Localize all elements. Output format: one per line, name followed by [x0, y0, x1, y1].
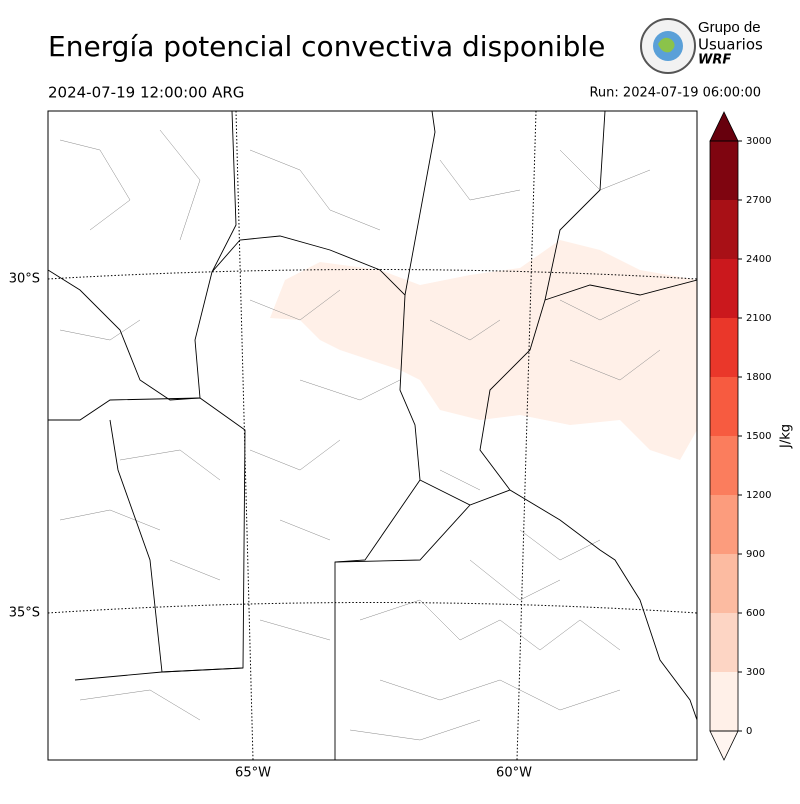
- valid-time: 2024-07-19 12:00:00 ARG: [48, 84, 244, 102]
- title: Energía potencial convectiva disponible: [48, 30, 605, 63]
- colorbar-tick-label: 1500: [746, 431, 771, 442]
- lon-label: 60°W: [496, 766, 532, 781]
- colorbar-segment: [710, 672, 738, 731]
- colorbar-tick-label: 2100: [746, 313, 771, 324]
- colorbar-tick-label: 1800: [746, 372, 771, 383]
- logo: Grupo de Usuarios WRF: [640, 18, 763, 74]
- colorbar-label: J/kg: [779, 424, 794, 449]
- colorbar-tick-label: 2400: [746, 254, 771, 265]
- colorbar: J/kg 0 300 600 900 1200 1500 1800 2100 2400 2700 3…: [709, 111, 794, 761]
- colorbar-segment: [710, 613, 738, 672]
- logo-text: Usuarios: [698, 36, 763, 54]
- lat-label: 30°S: [9, 272, 40, 287]
- colorbar-under: [709, 730, 739, 761]
- logo-text: Grupo de: [698, 19, 761, 36]
- graticule: [235, 111, 254, 760]
- colorbar-segment: [710, 436, 738, 495]
- provinces: [48, 111, 697, 760]
- colorbar-segment: [710, 377, 738, 436]
- colorbar-segment: [710, 200, 738, 259]
- logo-text: WRF: [698, 53, 731, 68]
- colorbar-tick-label: 900: [746, 549, 765, 560]
- colorbar-tick-label: 300: [746, 667, 765, 678]
- logo-land: [658, 37, 675, 53]
- graticule: [48, 269, 697, 280]
- map: 30°S 35°S 65°W 60°W: [9, 110, 698, 781]
- colorbar-segment: [710, 318, 738, 377]
- colorbar-segment: [710, 141, 738, 200]
- colorbar-segment: [710, 495, 738, 554]
- map-frame: [47, 110, 698, 761]
- colorbar-segment: [710, 554, 738, 613]
- colorbar-tick-label: 0: [746, 726, 752, 737]
- colorbar-tick-label: 2700: [746, 195, 771, 206]
- graticule: [516, 111, 537, 760]
- lon-label: 65°W: [235, 766, 271, 781]
- colorbar-tick-label: 3000: [746, 136, 771, 147]
- colorbar-over: [709, 111, 739, 142]
- cape-area: [270, 240, 697, 460]
- colorbar-tick-label: 1200: [746, 490, 771, 501]
- colorbar-tick-label: 600: [746, 608, 765, 619]
- colorbar-segment: [710, 259, 738, 318]
- run-time: Run: 2024-07-19 06:00:00: [589, 86, 761, 101]
- graticule: [48, 602, 697, 614]
- lat-label: 35°S: [9, 606, 40, 621]
- departments: [59, 129, 661, 741]
